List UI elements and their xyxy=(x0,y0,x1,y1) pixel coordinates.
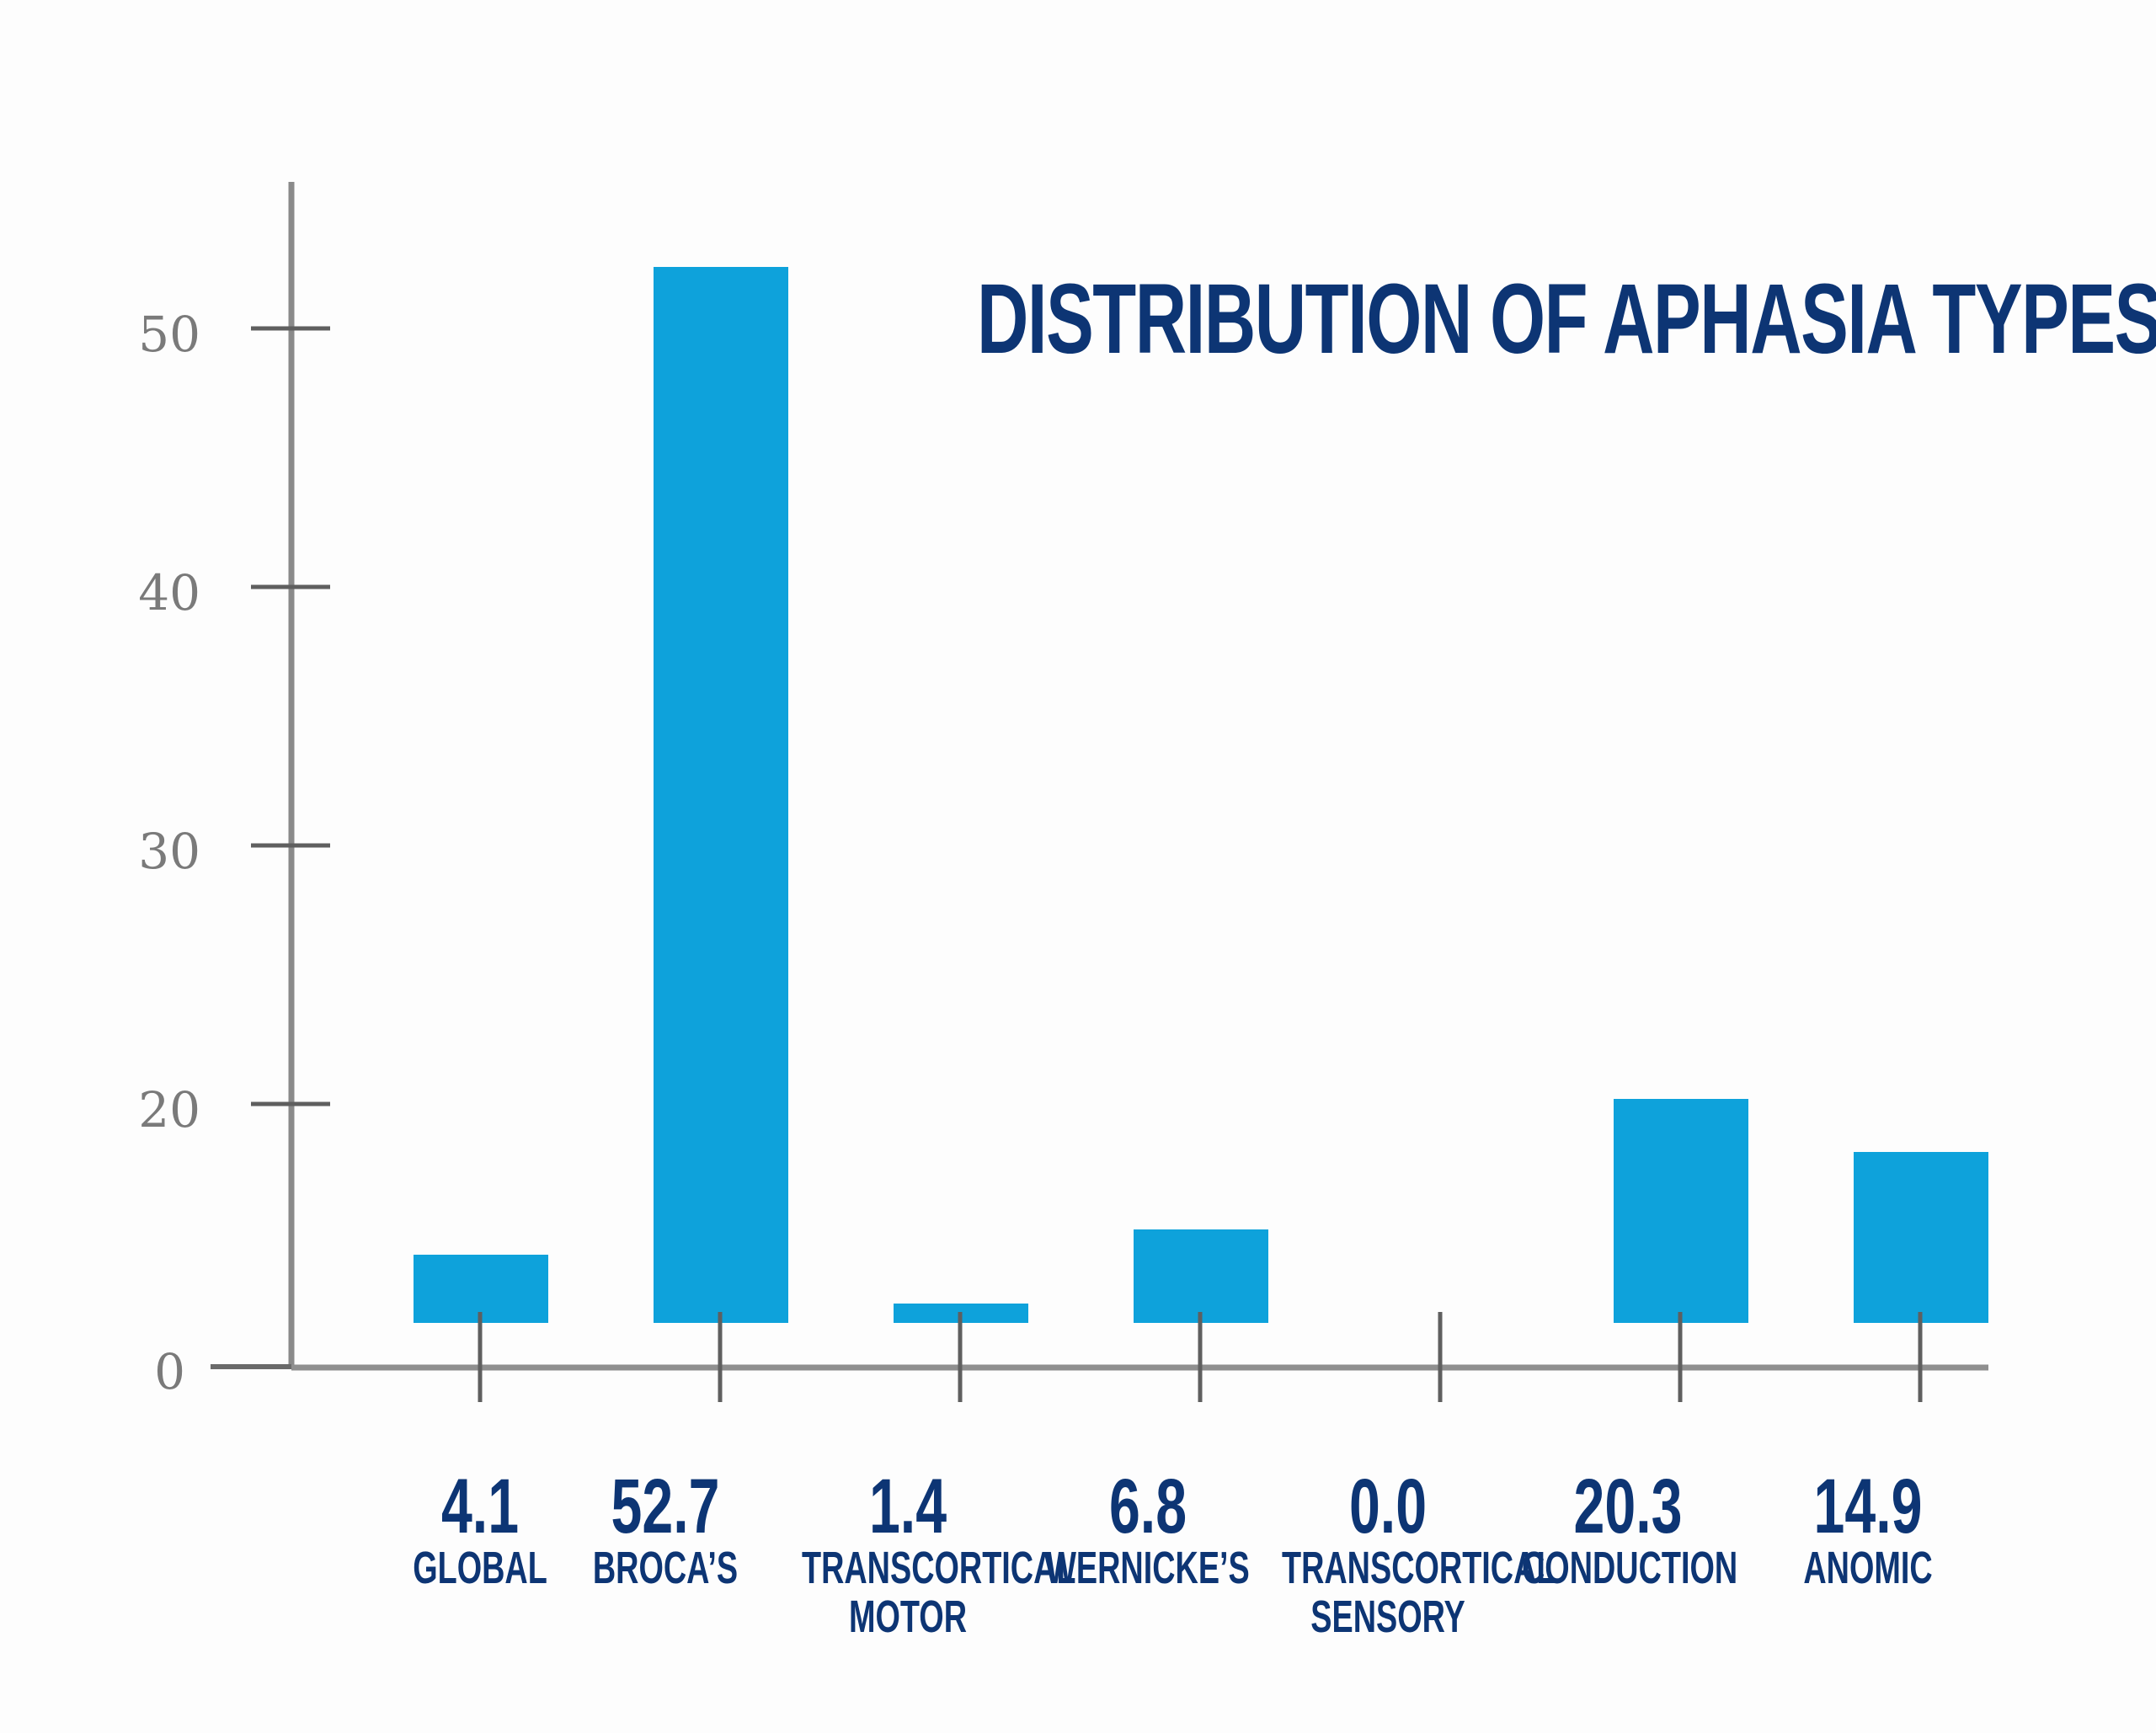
value-label-wernickes: 6.8 xyxy=(1108,1464,1187,1549)
bar-global xyxy=(414,1255,548,1323)
value-label-transcortical-motor: 1.4 xyxy=(868,1464,947,1549)
category-label-anomic: ANOMIC xyxy=(1803,1543,1933,1593)
chart-title: DISTRIBUTION OF APHASIA TYPES xyxy=(977,264,2156,375)
y-tick-label-20: 20 xyxy=(138,1081,200,1138)
value-label-conduction: 20.3 xyxy=(1573,1464,1683,1549)
category-label-brocas: BROCA’S xyxy=(592,1543,739,1593)
y-tick-label-0: 0 xyxy=(154,1343,185,1400)
bar-anomic xyxy=(1854,1152,1988,1323)
y-tick-label-30: 30 xyxy=(138,823,200,880)
y-ticks xyxy=(251,326,330,1106)
value-label-global: 4.1 xyxy=(440,1464,520,1549)
value-label-transcortical-sensory: 0.0 xyxy=(1348,1464,1428,1549)
bar-wernickes xyxy=(1134,1229,1268,1323)
category-label-global: GLOBAL xyxy=(413,1543,547,1593)
y-tick-label-40: 40 xyxy=(138,564,200,621)
value-label-brocas: 52.7 xyxy=(611,1464,720,1549)
category-label-wernickes: WERNICKE’S xyxy=(1046,1543,1250,1593)
category-label-transcortical-motor: TRANSCORTICAL MOTOR xyxy=(802,1543,1076,1642)
y-tick-label-50: 50 xyxy=(138,306,200,363)
bar-brocas xyxy=(654,267,788,1323)
bar-conduction xyxy=(1614,1099,1748,1323)
x-ticks xyxy=(478,1312,1923,1402)
category-label-transcortical-sensory: TRANSCORTICAL SENSORY xyxy=(1282,1543,1556,1642)
value-label-anomic: 14.9 xyxy=(1813,1464,1923,1549)
category-label-conduction: CONDUCTION xyxy=(1522,1543,1738,1593)
